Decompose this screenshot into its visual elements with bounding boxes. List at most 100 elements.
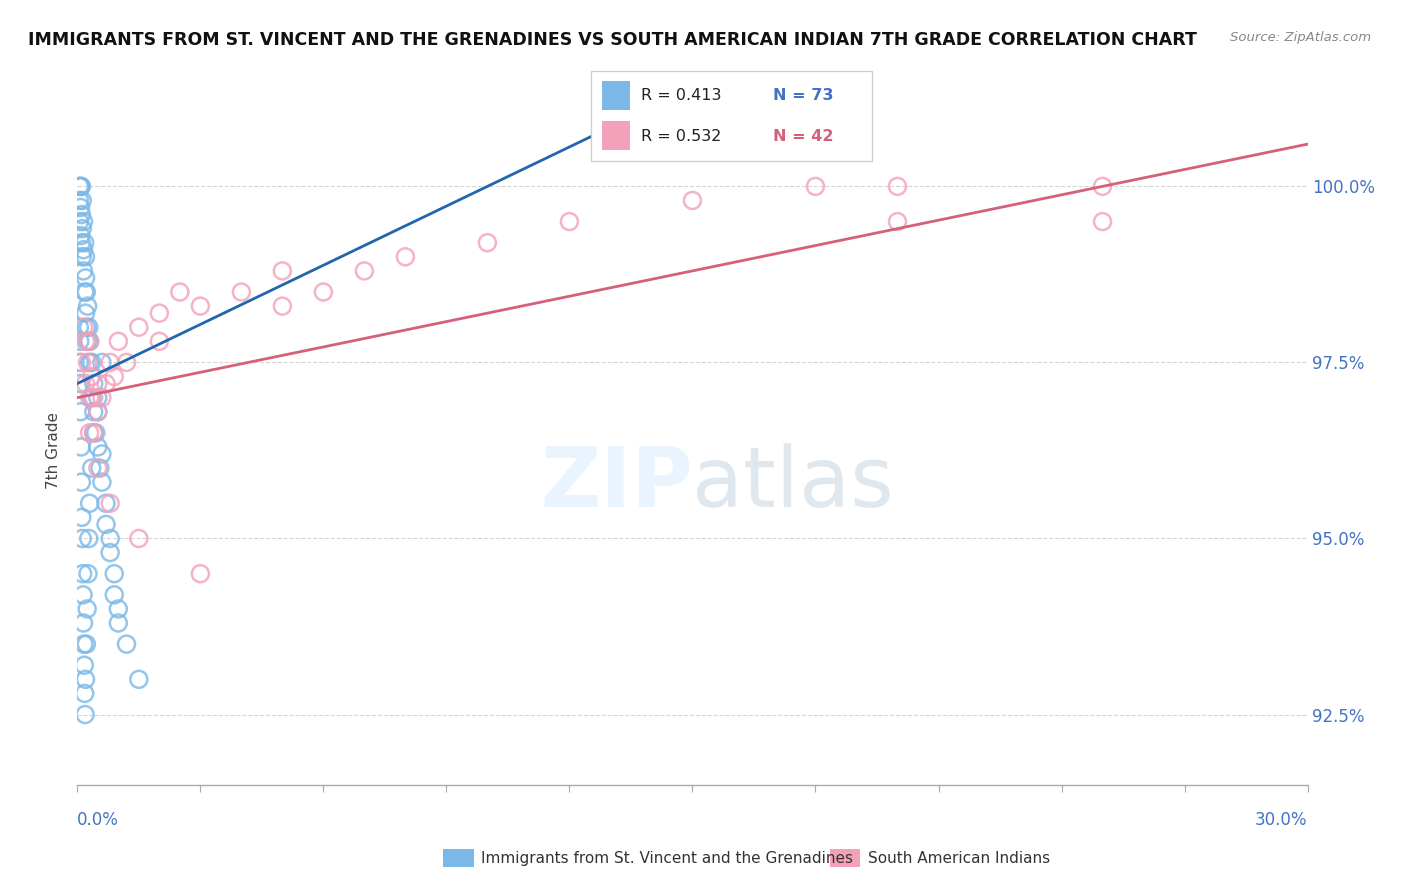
Point <box>75 285 97 299</box>
Point <box>90 475 114 490</box>
Point <box>70 221 93 235</box>
Point <box>75 707 97 722</box>
Point <box>98 496 121 510</box>
Point <box>103 588 125 602</box>
Point <box>115 637 138 651</box>
Point <box>69 376 91 391</box>
Text: atlas: atlas <box>693 443 894 524</box>
Point <box>75 250 97 264</box>
Point <box>73 686 96 700</box>
Point <box>75 320 97 334</box>
Point <box>72 615 94 630</box>
Text: ZIP: ZIP <box>540 443 693 524</box>
Point <box>98 532 121 546</box>
Point <box>353 264 375 278</box>
Point <box>77 320 100 334</box>
Point <box>69 405 91 419</box>
Bar <box>602 81 630 110</box>
Point <box>83 376 105 391</box>
Point <box>72 214 94 228</box>
Point <box>70 235 93 250</box>
Point <box>90 447 114 461</box>
Text: Source: ZipAtlas.com: Source: ZipAtlas.com <box>1230 31 1371 45</box>
Point <box>69 201 91 215</box>
Text: R = 0.532: R = 0.532 <box>641 129 721 144</box>
Point <box>128 532 150 546</box>
Point <box>79 334 101 349</box>
Point <box>79 355 101 369</box>
Point <box>558 214 581 228</box>
Point <box>83 391 105 405</box>
Text: 0.0%: 0.0% <box>77 811 120 829</box>
Point <box>67 179 90 194</box>
Point <box>1091 214 1114 228</box>
Point <box>72 264 94 278</box>
Point <box>90 355 114 369</box>
Point <box>87 440 110 454</box>
Text: N = 73: N = 73 <box>773 88 834 103</box>
Point <box>1091 179 1114 194</box>
Point <box>231 285 253 299</box>
Point <box>80 369 103 384</box>
Point <box>83 425 105 440</box>
Point <box>76 334 98 349</box>
Point <box>115 355 138 369</box>
Point <box>67 194 90 208</box>
Point <box>804 179 827 194</box>
Y-axis label: 7th Grade: 7th Grade <box>46 412 62 489</box>
Point <box>312 285 335 299</box>
Point <box>70 440 93 454</box>
Point <box>148 334 170 349</box>
Point <box>169 285 191 299</box>
Text: IMMIGRANTS FROM ST. VINCENT AND THE GRENADINES VS SOUTH AMERICAN INDIAN 7TH GRAD: IMMIGRANTS FROM ST. VINCENT AND THE GREN… <box>28 31 1197 49</box>
Point <box>98 355 121 369</box>
Point <box>80 461 103 475</box>
Point <box>70 355 93 369</box>
Point <box>79 496 101 510</box>
Point <box>148 306 170 320</box>
Point <box>75 334 97 349</box>
Text: N = 42: N = 42 <box>773 129 834 144</box>
Point <box>103 566 125 581</box>
Point <box>75 673 97 687</box>
Point <box>83 405 105 419</box>
Text: Immigrants from St. Vincent and the Grenadines: Immigrants from St. Vincent and the Gren… <box>481 851 853 865</box>
Point <box>80 391 103 405</box>
Point <box>128 320 150 334</box>
Point <box>107 615 129 630</box>
Point <box>70 179 93 194</box>
Text: R = 0.413: R = 0.413 <box>641 88 721 103</box>
Point <box>72 566 94 581</box>
Point <box>73 235 96 250</box>
Point <box>107 334 129 349</box>
Point <box>69 228 91 243</box>
Point <box>886 214 908 228</box>
Point <box>94 376 117 391</box>
Point <box>107 602 129 616</box>
Point <box>73 637 96 651</box>
Point <box>77 532 100 546</box>
Point <box>87 391 110 405</box>
Point <box>188 566 212 581</box>
Point <box>477 235 499 250</box>
Point <box>70 532 93 546</box>
Point <box>73 658 96 673</box>
Point <box>80 355 103 369</box>
Point <box>103 369 125 384</box>
Point <box>75 376 97 391</box>
Point <box>76 299 98 313</box>
Point <box>70 194 93 208</box>
Point <box>87 376 110 391</box>
Point <box>94 517 117 532</box>
Point <box>69 334 91 349</box>
Point <box>72 243 94 257</box>
Point <box>70 250 93 264</box>
Point <box>70 475 93 490</box>
Point <box>73 285 96 299</box>
Point <box>188 299 212 313</box>
Point <box>72 320 94 334</box>
Point <box>67 214 90 228</box>
Point <box>69 179 91 194</box>
Bar <box>602 121 630 150</box>
Point <box>271 299 294 313</box>
